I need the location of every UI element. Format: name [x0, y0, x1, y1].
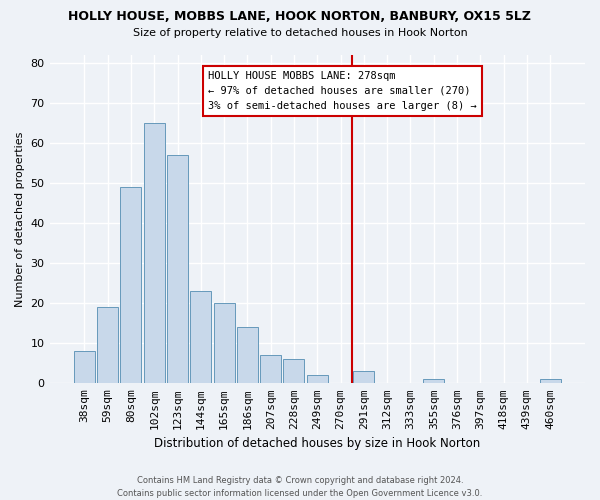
Text: HOLLY HOUSE MOBBS LANE: 278sqm
← 97% of detached houses are smaller (270)
3% of : HOLLY HOUSE MOBBS LANE: 278sqm ← 97% of …	[208, 71, 476, 110]
Text: Contains HM Land Registry data © Crown copyright and database right 2024.
Contai: Contains HM Land Registry data © Crown c…	[118, 476, 482, 498]
Bar	[283, 360, 304, 384]
Bar	[74, 352, 95, 384]
Bar	[353, 372, 374, 384]
Y-axis label: Number of detached properties: Number of detached properties	[15, 132, 25, 307]
Bar	[423, 380, 444, 384]
X-axis label: Distribution of detached houses by size in Hook Norton: Distribution of detached houses by size …	[154, 437, 481, 450]
Bar	[121, 187, 142, 384]
Bar	[214, 303, 235, 384]
Bar	[237, 328, 258, 384]
Bar	[97, 307, 118, 384]
Bar	[190, 291, 211, 384]
Bar	[144, 123, 165, 384]
Text: Size of property relative to detached houses in Hook Norton: Size of property relative to detached ho…	[133, 28, 467, 38]
Bar	[167, 155, 188, 384]
Bar	[539, 380, 560, 384]
Bar	[260, 356, 281, 384]
Bar	[307, 376, 328, 384]
Text: HOLLY HOUSE, MOBBS LANE, HOOK NORTON, BANBURY, OX15 5LZ: HOLLY HOUSE, MOBBS LANE, HOOK NORTON, BA…	[68, 10, 532, 23]
